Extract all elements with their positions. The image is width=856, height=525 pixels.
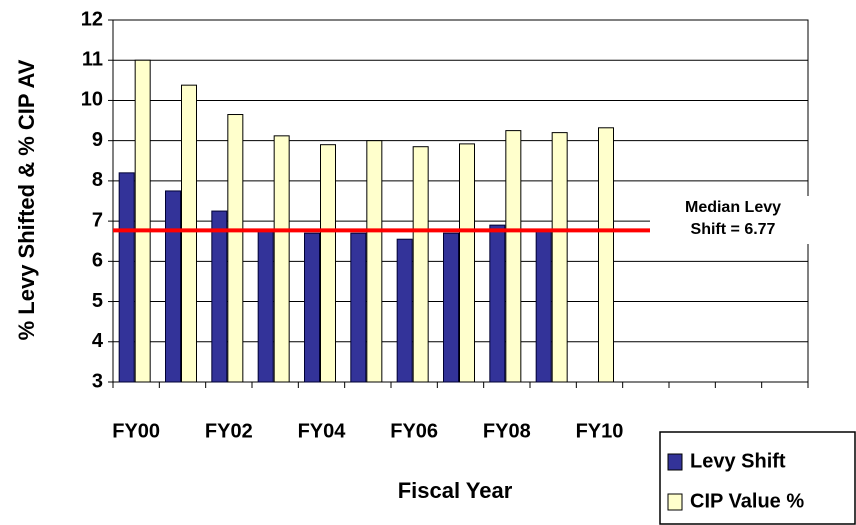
y-tick-label: 8	[92, 169, 103, 191]
x-tick-label: FY04	[298, 420, 347, 442]
bar	[227, 114, 244, 383]
bar	[535, 228, 552, 383]
bar	[304, 232, 320, 383]
median-annotation: Median Levy	[685, 199, 781, 216]
bar	[320, 144, 336, 383]
y-tick-label: 9	[92, 129, 103, 151]
legend-label: CIP Value %	[690, 490, 804, 512]
y-tick-label: 3	[92, 370, 103, 392]
legend-swatch	[667, 493, 683, 511]
x-tick-label: FY00	[112, 420, 160, 442]
y-tick-label: 6	[92, 250, 103, 272]
x-tick-label: FY10	[576, 420, 624, 442]
x-tick-label: FY02	[205, 420, 253, 442]
legend-swatch	[667, 453, 683, 471]
bar	[211, 210, 228, 383]
bar	[396, 238, 413, 383]
bar	[350, 232, 367, 383]
bar	[598, 127, 614, 383]
y-tick-label: 11	[82, 49, 103, 71]
bar	[489, 224, 506, 383]
annotation-bg	[650, 196, 820, 244]
bar	[165, 190, 181, 383]
bar	[366, 140, 383, 383]
y-axis-label: % Levy Shifted & % CIP AV	[14, 59, 39, 340]
bar	[273, 135, 290, 383]
x-axis-label: Fiscal Year	[398, 478, 513, 503]
legend-label: Levy Shift	[690, 450, 786, 472]
y-tick-label: 10	[81, 89, 103, 111]
median-annotation: Shift = 6.77	[691, 221, 776, 238]
y-tick-label: 12	[81, 8, 103, 30]
x-tick-label: FY06	[390, 420, 438, 442]
bar	[443, 232, 459, 383]
bar	[505, 130, 522, 383]
bar	[412, 146, 429, 383]
legend-box	[659, 431, 856, 525]
bar	[181, 84, 197, 383]
y-tick-label: 4	[92, 330, 104, 352]
y-tick-label: 7	[92, 209, 103, 231]
bar	[118, 172, 135, 383]
bar	[459, 143, 475, 383]
bar	[551, 132, 568, 383]
bar	[134, 59, 151, 383]
y-tick-label: 5	[92, 290, 103, 312]
bar	[257, 228, 274, 383]
x-tick-label: FY08	[483, 420, 531, 442]
